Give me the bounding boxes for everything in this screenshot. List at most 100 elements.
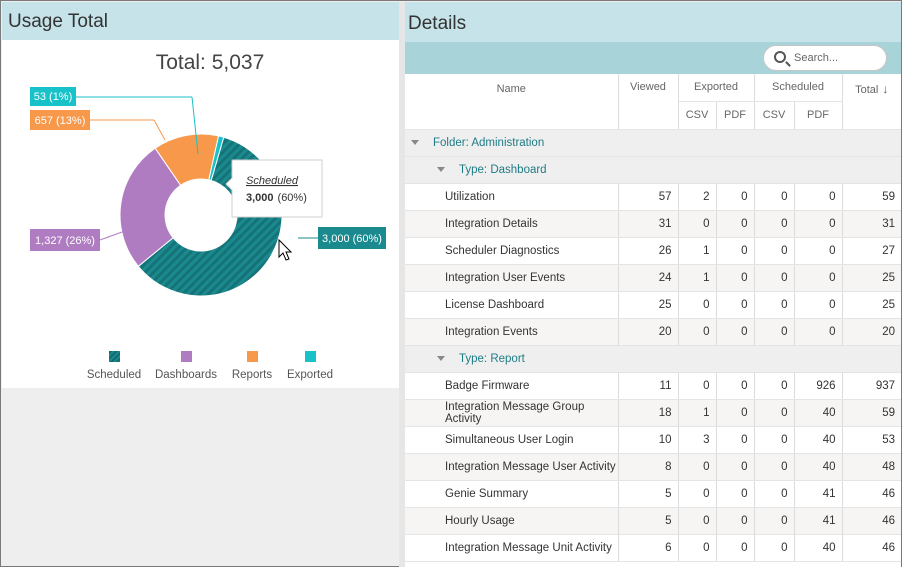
legend-label-dashboards[interactable]: Dashboards	[155, 369, 217, 381]
callout-exported: 53 (1%)	[30, 87, 76, 106]
column-header-scheduled[interactable]: Scheduled	[754, 74, 843, 102]
column-header-exported-csv[interactable]: CSV	[678, 101, 717, 130]
folder-group-row[interactable]: Folder: Administration	[405, 129, 901, 157]
table-row[interactable]: Integration Message Unit Activity 6 0 0 0 40 4…	[405, 534, 901, 562]
cell-viewed: 10	[618, 426, 679, 454]
search-box[interactable]	[763, 45, 887, 71]
cell-exp-pdf: 0	[716, 426, 755, 454]
legend-label-reports[interactable]: Reports	[232, 369, 273, 381]
cell-exp-pdf: 0	[716, 534, 755, 562]
column-header-total[interactable]: Total ↓	[842, 74, 901, 130]
cell-name: Integration Details	[405, 210, 619, 238]
cell-viewed: 8	[618, 453, 679, 481]
cell-sch-pdf: 40	[794, 534, 843, 562]
column-header-scheduled-csv[interactable]: CSV	[754, 101, 795, 130]
column-header-exported-label: Exported	[693, 81, 739, 94]
cell-viewed: 18	[618, 399, 679, 427]
cell-exp-csv: 3	[678, 426, 717, 454]
details-panel-title: Details	[405, 2, 901, 42]
table-row[interactable]: Integration User Events 24 1 0 0 0 25	[405, 264, 901, 292]
cell-sch-pdf: 40	[794, 453, 843, 481]
table-row[interactable]: Integration Events 20 0 0 0 0 20	[405, 318, 901, 346]
cell-sch-csv: 0	[754, 507, 795, 535]
table-row[interactable]: Badge Firmware 11 0 0 0 926 937	[405, 372, 901, 400]
callout-exported-label: 53 (1%)	[34, 91, 73, 103]
table-row[interactable]: Genie Summary 5 0 0 0 41 46	[405, 480, 901, 508]
cell-sch-csv: 0	[754, 291, 795, 319]
column-header-exported[interactable]: Exported	[678, 74, 755, 102]
cell-name: Integration Events	[405, 318, 619, 346]
sort-descending-icon[interactable]: ↓	[882, 82, 889, 96]
cell-viewed: 20	[618, 318, 679, 346]
cell-name: Scheduler Diagnostics	[405, 237, 619, 265]
cell-exp-csv: 0	[678, 372, 717, 400]
details-table: Name Viewed Exported Scheduled Total ↓ CS…	[405, 74, 901, 562]
table-row[interactable]: Integration Message User Activity 8 0 0 0 40 4…	[405, 453, 901, 481]
table-row[interactable]: Hourly Usage 5 0 0 0 41 46	[405, 507, 901, 535]
cell-exp-csv: 0	[678, 291, 717, 319]
legend-swatch-dashboards[interactable]	[181, 351, 192, 362]
search-input[interactable]	[794, 50, 880, 66]
collapse-caret-icon[interactable]	[437, 355, 445, 361]
search-icon	[774, 51, 786, 63]
legend-swatch-reports[interactable]	[247, 351, 258, 362]
type-group-row[interactable]: Type: Dashboard	[405, 156, 901, 184]
cell-viewed: 6	[618, 534, 679, 562]
callout-scheduled: 3,000 (60%)	[318, 227, 386, 249]
legend-swatch-scheduled[interactable]	[109, 351, 120, 362]
cell-name: Simultaneous User Login	[405, 426, 619, 454]
cell-total: 48	[842, 453, 901, 481]
column-header-name-label: Name	[496, 83, 526, 95]
column-header-scheduled-label: Scheduled	[772, 81, 824, 94]
cell-exp-pdf: 0	[716, 183, 755, 211]
table-row[interactable]: Integration Details 31 0 0 0 0 31	[405, 210, 901, 238]
collapse-caret-icon[interactable]	[411, 139, 419, 145]
cell-exp-pdf: 0	[716, 372, 755, 400]
cell-exp-csv: 0	[678, 534, 717, 562]
cell-exp-csv: 0	[678, 453, 717, 481]
table-row[interactable]: Integration Message Group Activity 18 1 0 0 4…	[405, 399, 901, 427]
cell-viewed: 11	[618, 372, 679, 400]
scheduled-csv-label: CSV	[762, 109, 786, 121]
cell-sch-pdf: 0	[794, 318, 843, 346]
cell-sch-pdf: 41	[794, 480, 843, 508]
table-row[interactable]: Scheduler Diagnostics 26 1 0 0 0 27	[405, 237, 901, 265]
cell-exp-csv: 1	[678, 237, 717, 265]
callout-scheduled-label: 3,000 (60%)	[322, 233, 382, 245]
legend-swatch-exported[interactable]	[305, 351, 316, 362]
cell-sch-csv: 0	[754, 453, 795, 481]
column-header-exported-pdf[interactable]: PDF	[716, 101, 755, 130]
slice-exported[interactable]	[208, 135, 225, 182]
type-group-row[interactable]: Type: Report	[405, 345, 901, 373]
tooltip-value: 3,000	[246, 192, 274, 204]
cell-sch-pdf: 0	[794, 291, 843, 319]
cell-sch-pdf: 41	[794, 507, 843, 535]
cell-viewed: 57	[618, 183, 679, 211]
cell-exp-csv: 0	[678, 318, 717, 346]
cell-name: Hourly Usage	[405, 507, 619, 535]
cell-name: Genie Summary	[405, 480, 619, 508]
cell-sch-pdf: 926	[794, 372, 843, 400]
tooltip-pct: (60%)	[278, 192, 307, 204]
slice-dashboards[interactable]	[119, 147, 182, 267]
cell-exp-pdf: 0	[716, 210, 755, 238]
cell-exp-pdf: 0	[716, 453, 755, 481]
column-header-name[interactable]: Name	[405, 74, 619, 130]
column-header-scheduled-pdf[interactable]: PDF	[794, 101, 843, 130]
cell-sch-csv: 0	[754, 264, 795, 292]
legend-label-exported[interactable]: Exported	[287, 369, 333, 381]
legend-label-scheduled[interactable]: Scheduled	[87, 369, 141, 381]
collapse-caret-icon[interactable]	[437, 166, 445, 172]
cell-exp-pdf: 0	[716, 264, 755, 292]
table-row[interactable]: Simultaneous User Login 10 3 0 0 40 53	[405, 426, 901, 454]
column-header-viewed[interactable]: Viewed	[618, 74, 679, 130]
details-toolbar	[405, 42, 901, 74]
table-row[interactable]: Utilization 57 2 0 0 0 59	[405, 183, 901, 211]
folder-label: Folder: Administration	[433, 136, 545, 149]
cell-sch-csv: 0	[754, 372, 795, 400]
cell-sch-csv: 0	[754, 237, 795, 265]
table-row[interactable]: License Dashboard 25 0 0 0 0 25	[405, 291, 901, 319]
cell-sch-csv: 0	[754, 399, 795, 427]
cell-viewed: 5	[618, 480, 679, 508]
